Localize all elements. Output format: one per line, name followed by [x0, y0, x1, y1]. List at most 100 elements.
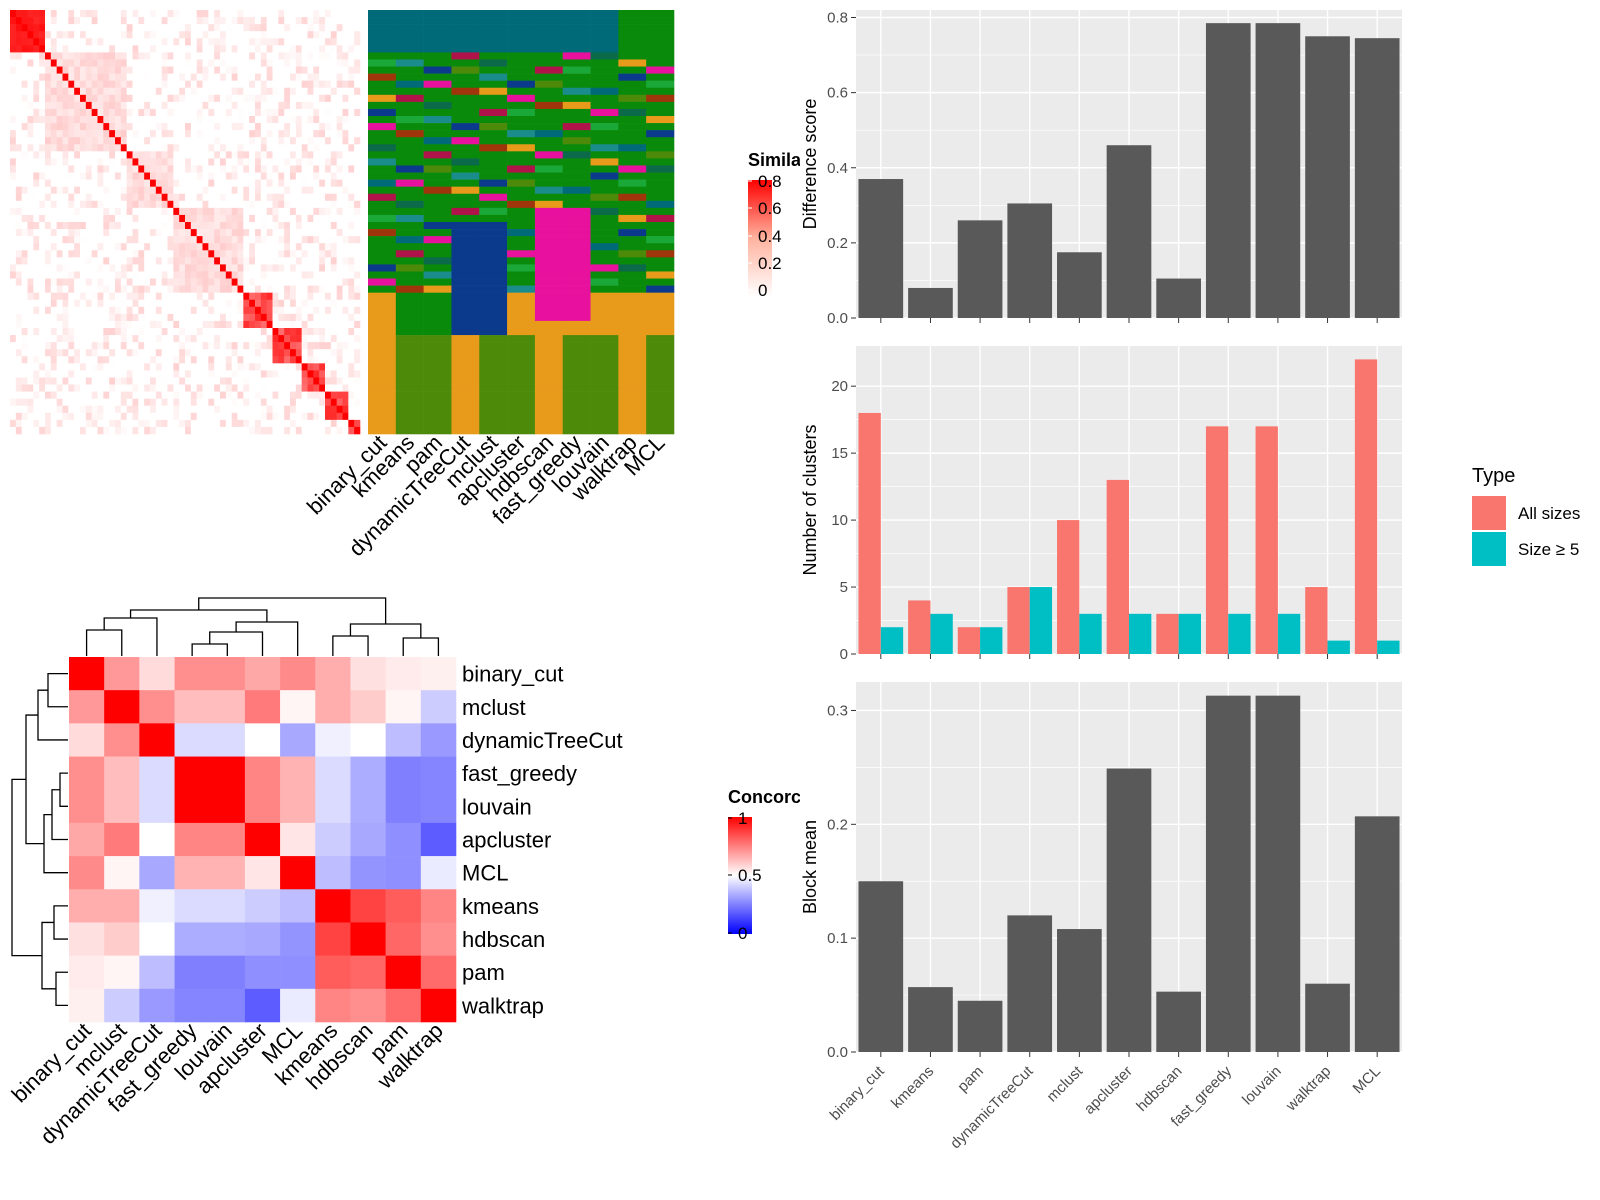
concordance-cell	[139, 922, 175, 956]
similarity-cell	[272, 384, 279, 392]
similarity-cell	[27, 52, 34, 60]
assignment-cell	[451, 10, 480, 18]
similarity-cell	[138, 257, 145, 265]
similarity-cell	[27, 137, 34, 145]
similarity-cell	[103, 377, 110, 385]
similarity-cell	[150, 165, 157, 173]
similarity-cell	[278, 137, 285, 145]
similarity-cell	[109, 306, 116, 315]
similarity-cell	[202, 59, 209, 67]
similarity-cell	[278, 17, 285, 25]
similarity-cell	[33, 419, 40, 428]
similarity-cell	[214, 370, 221, 378]
similarity-cell	[179, 38, 186, 46]
similarity-cell	[144, 222, 151, 230]
similarity-cell	[243, 66, 250, 74]
dendrogram-branch	[235, 621, 299, 656]
similarity-cell	[202, 236, 209, 244]
similarity-cell	[173, 214, 180, 223]
similarity-cell	[103, 24, 110, 32]
similarity-cell	[266, 24, 273, 32]
similarity-cell	[266, 130, 273, 138]
similarity-cell	[15, 278, 22, 286]
similarity-cell	[208, 363, 215, 371]
similarity-cell	[255, 236, 262, 244]
similarity-cell	[74, 419, 81, 428]
similarity-cell	[342, 186, 349, 195]
similarity-cell	[120, 419, 127, 428]
assignment-cell	[479, 306, 508, 315]
similarity-cell	[185, 229, 192, 237]
assignment-cell	[562, 335, 591, 343]
similarity-cell	[319, 101, 326, 110]
similarity-cell	[336, 158, 343, 166]
similarity-cell	[97, 116, 104, 124]
concordance-cell	[420, 690, 457, 724]
similarity-cell	[348, 10, 355, 18]
similarity-cell	[56, 384, 63, 392]
assignment-cell	[618, 391, 647, 399]
assignment-cell	[646, 264, 675, 272]
similarity-cell	[120, 116, 127, 124]
similarity-cell	[330, 101, 337, 110]
similarity-cell	[62, 243, 69, 251]
similarity-cell	[161, 236, 168, 244]
similarity-cell	[301, 342, 308, 350]
similarity-cell	[202, 370, 209, 378]
similarity-cell	[33, 299, 40, 308]
similarity-cell	[336, 151, 343, 159]
similarity-cell	[173, 313, 180, 322]
similarity-cell	[62, 222, 69, 230]
assignment-cell	[646, 73, 675, 81]
similarity-cell	[109, 285, 116, 293]
similarity-cell	[185, 66, 192, 74]
similarity-cell	[115, 45, 122, 53]
assignment-cell	[368, 200, 397, 209]
similarity-cell	[27, 349, 34, 357]
similarity-cell	[272, 207, 279, 216]
assignment-cell	[368, 137, 397, 145]
similarity-cell	[155, 292, 162, 301]
similarity-cell	[80, 412, 87, 421]
assignment-cell	[646, 137, 675, 145]
similarity-cell	[167, 52, 174, 60]
assignment-cell	[479, 207, 508, 216]
assignment-cell	[590, 356, 619, 364]
similarity-cell	[336, 370, 343, 378]
similarity-cell	[237, 243, 244, 251]
similarity-cell	[290, 186, 297, 195]
similarity-cell	[161, 144, 168, 152]
similarity-cell	[301, 144, 308, 152]
similarity-cell	[97, 94, 104, 103]
similarity-matrix	[10, 10, 361, 435]
similarity-cell	[202, 186, 209, 195]
similarity-cell	[214, 151, 221, 159]
similarity-cell	[342, 144, 349, 152]
similarity-cell	[284, 172, 291, 180]
similarity-cell	[179, 377, 186, 385]
similarity-cell	[249, 87, 256, 96]
similarity-cell	[342, 222, 349, 230]
similarity-cell	[15, 137, 22, 145]
similarity-cell	[336, 292, 343, 301]
similarity-cell	[208, 243, 215, 251]
similarity-cell	[196, 377, 203, 385]
assignment-cell	[451, 144, 480, 152]
similarity-cell	[266, 229, 273, 237]
similarity-cell	[91, 257, 98, 265]
assignment-cell	[534, 356, 564, 364]
similarity-cell	[97, 200, 104, 209]
similarity-cell	[161, 285, 168, 293]
similarity-cell	[97, 66, 104, 74]
similarity-cell	[173, 398, 180, 407]
similarity-cell	[21, 137, 28, 145]
similarity-cell	[109, 123, 116, 131]
assignment-cell	[368, 207, 397, 216]
similarity-cell	[325, 257, 332, 265]
similarity-cell	[85, 137, 92, 145]
similarity-cell	[278, 313, 285, 322]
assignment-cell	[507, 398, 536, 407]
similarity-cell	[272, 179, 279, 187]
similarity-cell	[138, 144, 145, 152]
similarity-cell	[208, 292, 215, 301]
